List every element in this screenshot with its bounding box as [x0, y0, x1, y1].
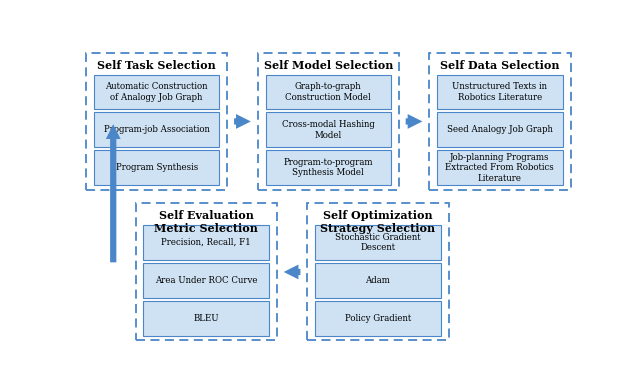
Text: Adam: Adam [365, 276, 390, 285]
FancyBboxPatch shape [429, 53, 570, 190]
FancyBboxPatch shape [437, 75, 563, 109]
Text: Policy Gradient: Policy Gradient [345, 314, 411, 323]
FancyBboxPatch shape [266, 113, 391, 147]
Text: Self Evaluation
Metric Selection: Self Evaluation Metric Selection [154, 210, 258, 234]
FancyBboxPatch shape [315, 301, 440, 335]
FancyBboxPatch shape [266, 150, 391, 185]
Text: Seed Analogy Job Graph: Seed Analogy Job Graph [447, 126, 553, 135]
FancyBboxPatch shape [307, 203, 449, 341]
Text: Self Model Selection: Self Model Selection [264, 59, 393, 70]
FancyBboxPatch shape [94, 75, 220, 109]
Text: Program Synthesis: Program Synthesis [115, 163, 198, 172]
FancyBboxPatch shape [143, 301, 269, 335]
Text: Job-planning Programs
Extracted From Robotics
Literature: Job-planning Programs Extracted From Rob… [445, 153, 554, 183]
Text: Graph-to-graph
Construction Model: Graph-to-graph Construction Model [285, 83, 371, 102]
FancyBboxPatch shape [143, 225, 269, 260]
FancyBboxPatch shape [94, 113, 220, 147]
FancyBboxPatch shape [266, 75, 391, 109]
Text: Cross-modal Hashing
Model: Cross-modal Hashing Model [282, 120, 374, 140]
FancyBboxPatch shape [437, 113, 563, 147]
FancyBboxPatch shape [315, 225, 440, 260]
Text: Stochastic Gradient
Descent: Stochastic Gradient Descent [335, 233, 420, 252]
Text: BLEU: BLEU [193, 314, 219, 323]
Text: Program-to-program
Synthesis Model: Program-to-program Synthesis Model [284, 158, 373, 178]
FancyBboxPatch shape [136, 203, 277, 341]
Text: Automatic Construction
of Analogy Job Graph: Automatic Construction of Analogy Job Gr… [106, 83, 208, 102]
Text: Self Optimization
Strategy Selection: Self Optimization Strategy Selection [320, 210, 435, 234]
FancyBboxPatch shape [94, 150, 220, 185]
Text: Area Under ROC Curve: Area Under ROC Curve [155, 276, 257, 285]
FancyBboxPatch shape [86, 53, 227, 190]
FancyBboxPatch shape [257, 53, 399, 190]
FancyBboxPatch shape [437, 150, 563, 185]
Text: Self Data Selection: Self Data Selection [440, 59, 559, 70]
FancyBboxPatch shape [315, 263, 440, 298]
Text: Unstructured Texts in
Robotics Literature: Unstructured Texts in Robotics Literatur… [452, 83, 547, 102]
FancyBboxPatch shape [143, 263, 269, 298]
Text: Precision, Recall, F1: Precision, Recall, F1 [161, 238, 251, 247]
Text: Program-job Association: Program-job Association [104, 126, 209, 135]
Text: Self Task Selection: Self Task Selection [97, 59, 216, 70]
